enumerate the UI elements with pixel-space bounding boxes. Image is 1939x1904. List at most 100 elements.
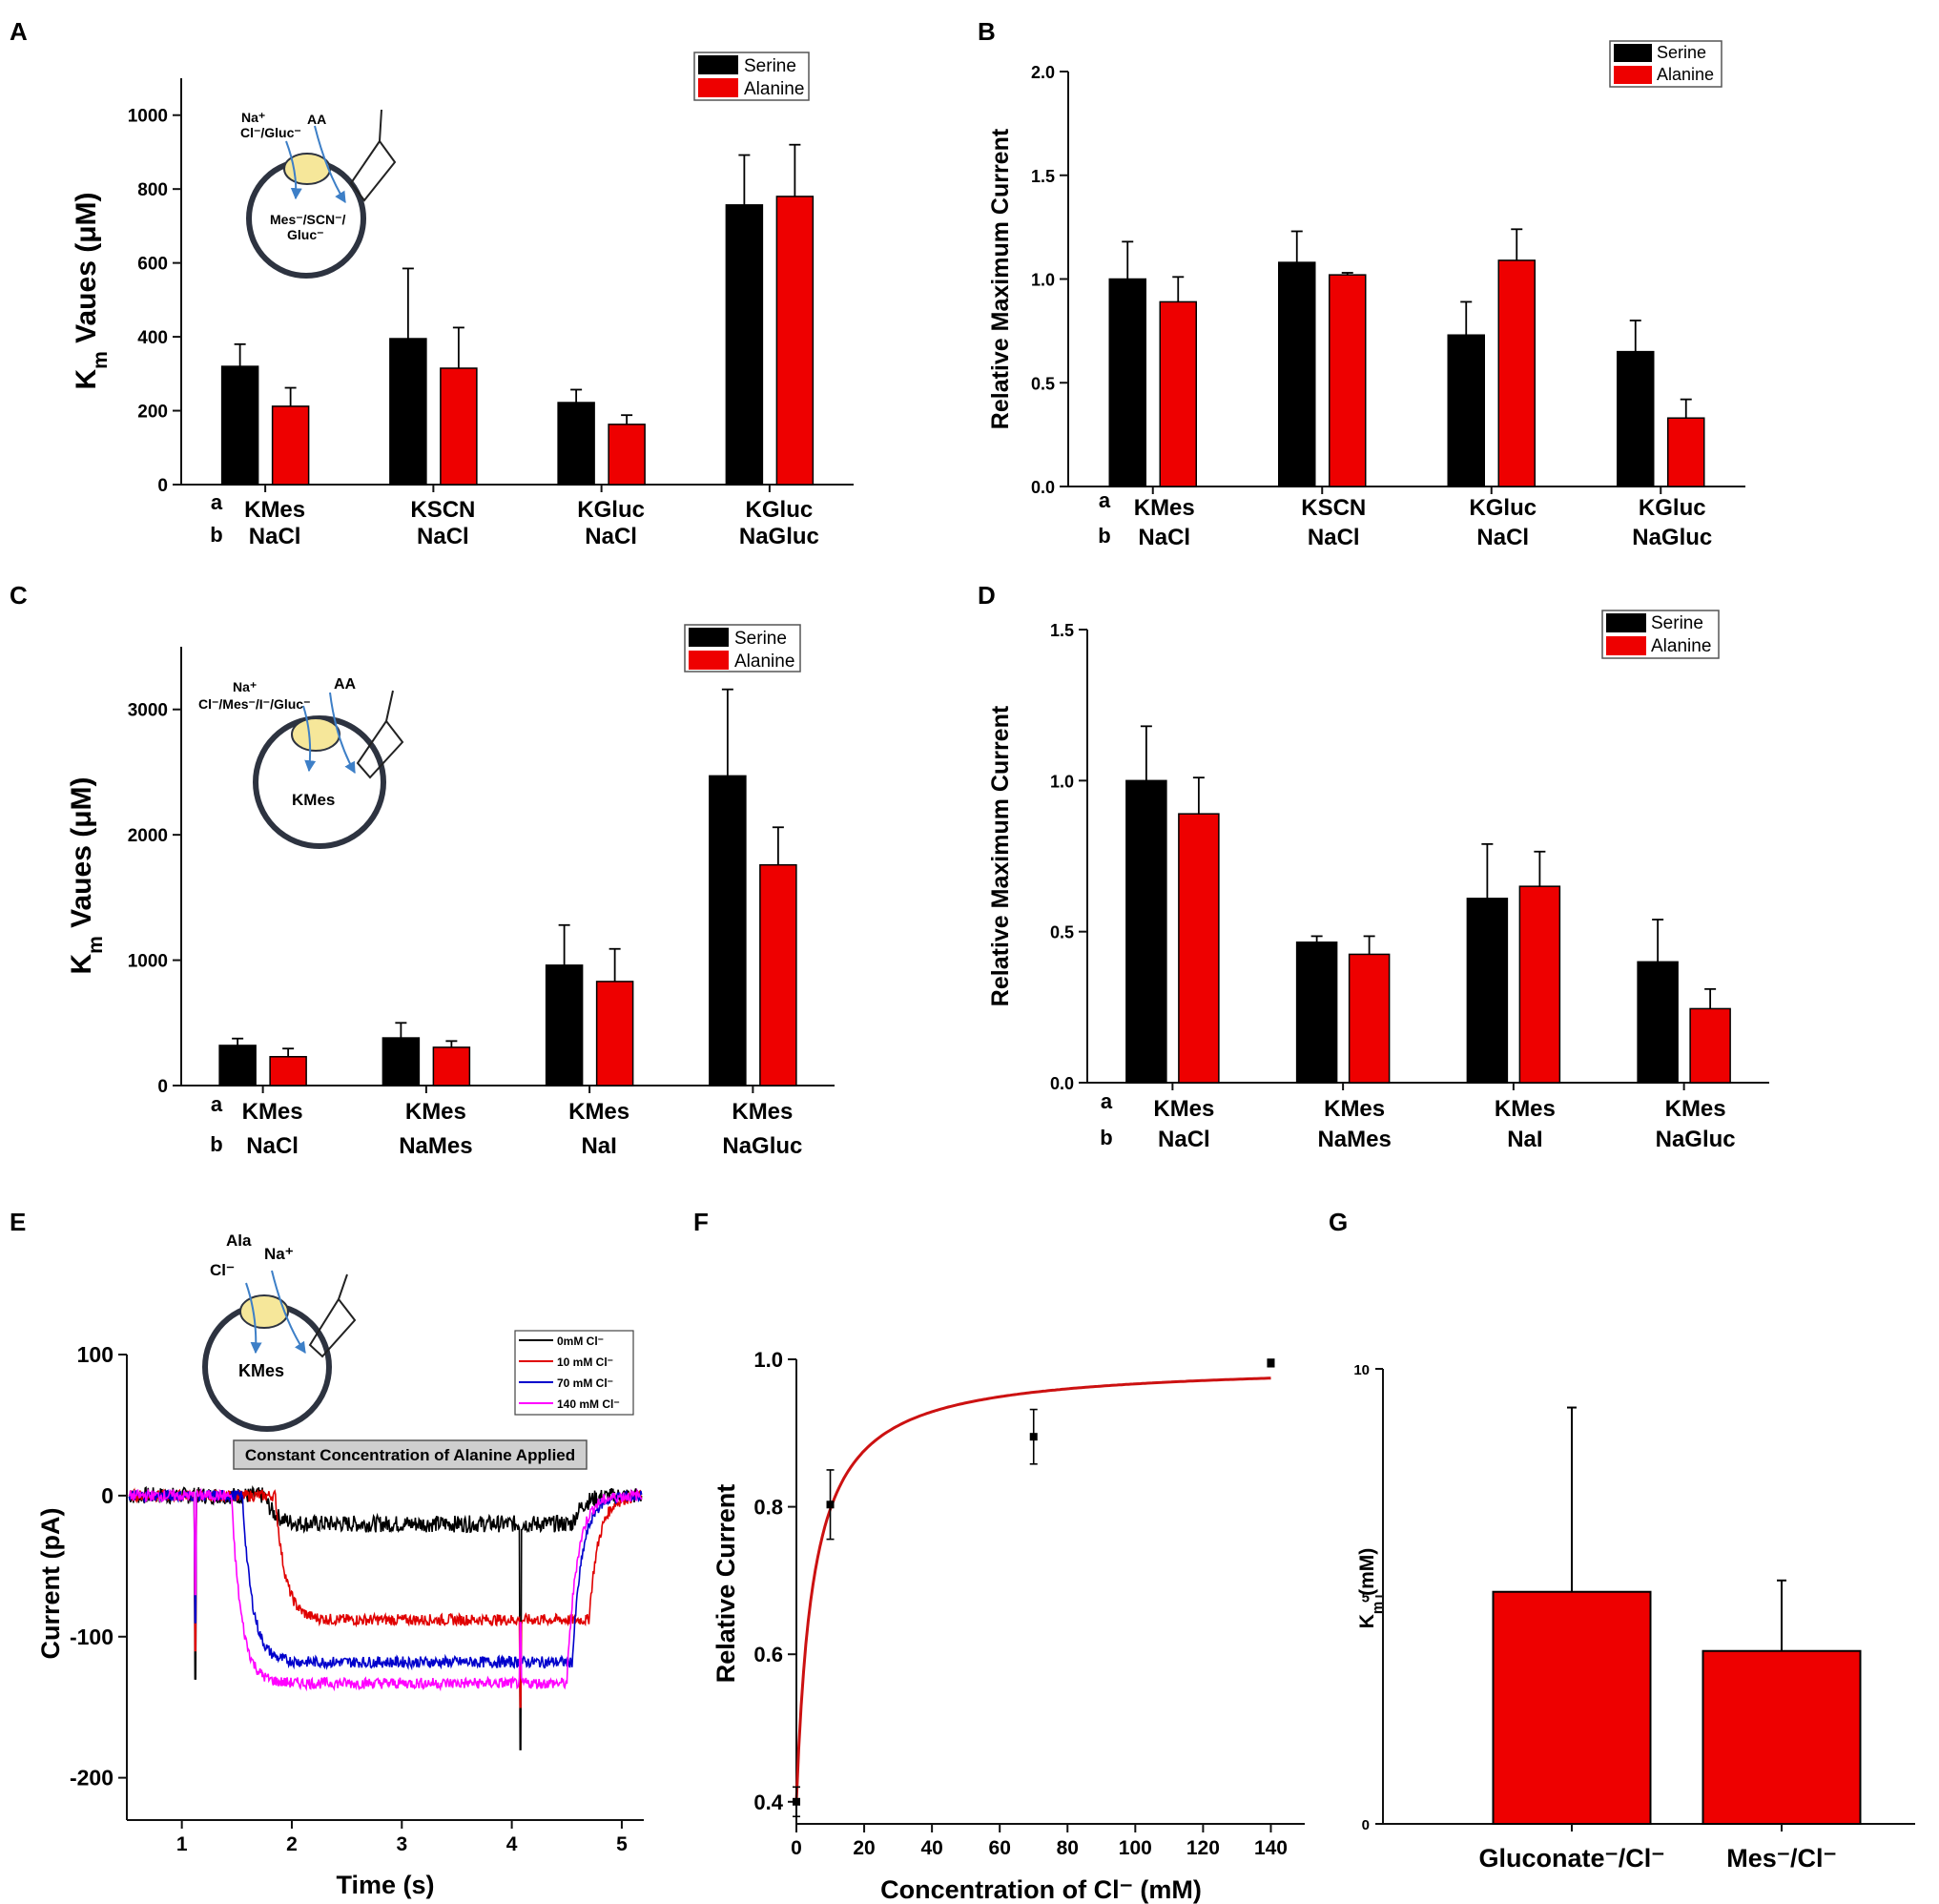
bar-alanine [595,981,634,1087]
diagram-label: Cl⁻/Mes⁻/I⁻/Gluc⁻ [198,696,310,712]
legend-label-alanine: Alanine [1651,636,1711,656]
bar-alanine [1667,417,1705,487]
arrow-ion-in [302,705,317,773]
y-tick-label: 0 [157,1077,168,1097]
bar-alanine [271,405,310,486]
panel-c: C Serine Alanine Na⁺ Cl⁻/Mes⁻/I⁻/Gluc⁻ A… [10,581,835,1159]
arrow-aa-in [314,125,346,204]
x-category-label: NaGluc [1656,1127,1736,1152]
bar-alanine [1518,885,1561,1084]
panel-d: D Serine Alanine 0.0 0.5 1.0 1.5 KMes NaCl KMe… [978,581,1769,1152]
bar-serine [1125,779,1167,1084]
y-tick-label: 0.5 [1050,923,1074,942]
x-tick-label: 140 [1254,1837,1288,1859]
y-tick-label: 10 [1353,1362,1370,1378]
bar-alanine [269,1056,307,1087]
row-marker: a [211,490,223,514]
panel-f: F 0.4 0.6 0.8 1.0 0 20 40 60 80 100 120 140 Concentr… [693,1208,1305,1904]
x-category-label: NaI [581,1133,616,1159]
data-point [793,1797,800,1806]
panel-letter-d: D [978,581,996,610]
annotation-box [233,1439,588,1470]
x-axis-label: Concentration of Cl⁻ (mM) [880,1875,1202,1904]
x-category-label: NaCl [417,524,469,549]
panel-letter-c: C [10,581,28,610]
data-point [1267,1358,1275,1367]
y-axis-label: Relative Maximum Current [987,128,1014,429]
legend-label-serine: Serine [734,629,787,649]
panel-b: B Serine Alanine 0.0 0.5 1.0 1.5 2.0 KMes NaCl… [978,17,1745,550]
x-category-label: Mes⁻/Cl⁻ [1726,1844,1837,1873]
x-category-label: NaCl [246,1133,299,1159]
y-tick-label: 0.0 [1050,1074,1074,1093]
y-axis-label: Km Vaues (μM) [66,776,107,974]
bar-alanine [1159,300,1197,487]
y-tick-label: 600 [137,255,168,275]
x-category-label: NaGluc [1632,525,1712,550]
bar-alanine [775,196,815,486]
diagram-label: AA [334,676,357,693]
panel-e-legend: 0mM Cl⁻ 10 mM Cl⁻ 70 mM Cl⁻ 140 mM Cl⁻ [514,1330,634,1416]
y-tick-label: 0.8 [753,1496,783,1520]
x-category-label: KSCN [410,497,475,523]
legend-box [684,624,801,673]
diagram-label: Na⁺ [241,110,265,125]
legend-swatch-alanine [1606,636,1646,655]
x-category-label: KMes [1153,1096,1214,1122]
panel-letter-g: G [1329,1208,1348,1236]
y-tick-label: 0.0 [1031,478,1055,497]
y-tick-label: 2000 [128,826,168,846]
panel-b-legend: Serine Alanine [1609,40,1722,88]
diagram-label: Cl⁻ [210,1261,235,1279]
bar-km [1702,1649,1862,1825]
x-tick-label: 60 [989,1837,1011,1859]
x-tick-label: 120 [1186,1837,1220,1859]
bar-serine [220,365,259,486]
legend-label-serine: Serine [744,56,796,76]
bar-alanine [440,367,478,486]
diagram-label: Gluc⁻ [287,227,324,242]
y-axis-label: Relative Current [712,1484,740,1684]
diagram-label: Na⁺ [264,1245,294,1263]
panel-a-cell-diagram: Na⁺ Cl⁻/Gluc⁻ AA Mes⁻/SCN⁻/ Gluc⁻ [240,109,397,279]
trace-3 [128,1487,643,1692]
bar-alanine [1689,1007,1731,1084]
y-tick-label: 5 [1362,1590,1370,1606]
arrow-ion-in [285,140,302,200]
x-tick-label: 2 [286,1833,298,1855]
row-marker: a [1101,1089,1113,1113]
y-tick-label: 0.4 [753,1790,783,1814]
transporter [291,717,340,752]
legend-label-serine: Serine [1651,613,1703,633]
x-tick-label: 4 [506,1833,518,1855]
y-axis-label: Km Vaues (μM) [71,192,112,389]
x-category-label: NaI [1507,1127,1542,1152]
y-tick-label: 1.0 [1031,271,1055,290]
x-tick-label: 1 [176,1833,188,1855]
y-tick-label: 1.0 [1050,772,1074,791]
legend-label-140: 140 mM Cl⁻ [557,1397,620,1411]
x-tick-label: 3 [396,1833,407,1855]
diagram-label: Mes⁻/SCN⁻/ [270,212,345,227]
panel-letter-b: B [978,17,996,46]
bar-serine [1447,334,1485,487]
bar-alanine [759,863,797,1087]
pipette-icon [349,109,397,202]
bar-serine [218,1045,257,1087]
x-category-label: KGluc [577,497,645,523]
x-category-label: NaCl [1138,525,1190,550]
x-tick-label: 80 [1057,1837,1079,1859]
legend-box [1601,610,1720,659]
x-category-label: KGluc [746,497,814,523]
panel-a: A Serine Alanine Na⁺ Cl⁻/Gluc⁻ AA Mes⁻/S… [10,17,854,549]
bar-serine [382,1037,421,1087]
arrow-aa-in [271,1270,306,1354]
panel-g: G 0 5 10 Gluconate⁻/Cl⁻ Mes⁻/Cl⁻ Km (mM) [1329,1208,1915,1873]
y-tick-label: 1.5 [1050,621,1074,640]
x-category-label: KMes [1665,1096,1726,1122]
legend-box [693,52,810,101]
arrow-aa-in [329,692,356,775]
diagram-label: KMes [238,1361,284,1380]
x-category-label: KMes [1324,1096,1385,1122]
